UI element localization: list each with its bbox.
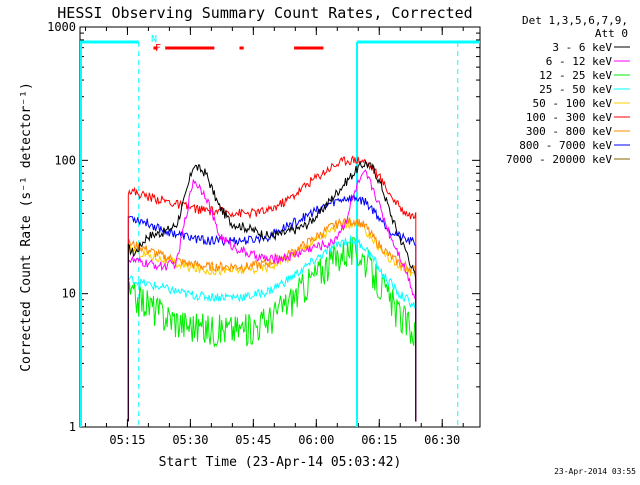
legend-label: 3 - 6 keV (552, 41, 612, 54)
x-tick-label: 05:45 (235, 433, 271, 447)
annotation-night: N (151, 34, 157, 45)
legend-label: 25 - 50 keV (539, 83, 612, 96)
series-line-12-25-kev (127, 237, 417, 422)
legend-label: 300 - 800 keV (526, 125, 612, 138)
footer-date: 23-Apr-2014 03:55 (554, 467, 636, 476)
x-tick-label: 06:30 (424, 433, 460, 447)
legend-label: 100 - 300 keV (526, 111, 612, 124)
x-tick-label: 05:15 (109, 433, 145, 447)
legend-label: 50 - 100 keV (533, 97, 613, 110)
legend-label: 6 - 12 keV (546, 55, 613, 68)
x-axis-label: Start Time (23-Apr-14 05:03:42) (159, 455, 402, 470)
chart-title: HESSI Observing Summary Count Rates, Cor… (57, 4, 472, 22)
x-tick-label: 05:30 (172, 433, 208, 447)
annotation-flare: F (155, 43, 161, 54)
y-tick-label: 1000 (47, 20, 76, 34)
series-lines (127, 155, 417, 422)
series-line-25-50-kev (127, 234, 417, 422)
legend-header-line-1: Det 1,3,5,6,7,9, (522, 14, 628, 27)
y-axis-label: Corrected Count Rate (s⁻¹ detector⁻¹) (19, 82, 34, 372)
y-tick-label: 1 (69, 420, 76, 434)
y-tick-label: 100 (54, 153, 76, 167)
legend-label: 7000 - 20000 keV (506, 153, 612, 166)
series-line-800-7000-kev (127, 194, 417, 422)
series-line-300-800-kev (127, 216, 417, 422)
y-tick-label: 10 (62, 287, 76, 301)
legend-label: 12 - 25 keV (539, 69, 612, 82)
series-line-100-300-kev (127, 155, 417, 422)
x-tick-label: 06:00 (298, 433, 334, 447)
series-line-3-6-kev (127, 159, 417, 422)
status-bars (80, 40, 480, 427)
legend-header-line-2: Att 0 (595, 27, 628, 40)
series-line-6-12-kev (127, 169, 417, 422)
x-tick-label: 06:15 (361, 433, 397, 447)
legend-label: 800 - 7000 keV (519, 139, 612, 152)
